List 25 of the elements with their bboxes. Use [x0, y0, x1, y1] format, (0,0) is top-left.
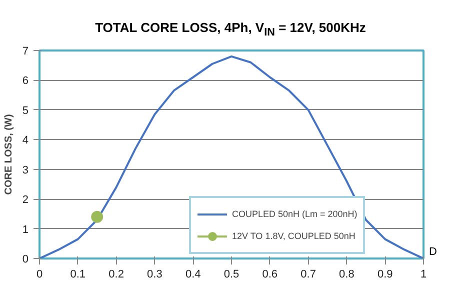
y-tick-label: 2 — [22, 194, 29, 206]
x-tick-label: 1 — [420, 268, 427, 280]
x-tick-label: 0 — [36, 268, 43, 280]
x-tick-label: 0.6 — [262, 268, 278, 280]
legend-label: 12V TO 1.8V, COUPLED 50nH — [232, 230, 356, 242]
x-tick-label: 0.4 — [185, 268, 201, 280]
chart-title: TOTAL CORE LOSS, 4Ph, V$_{IN}$ = 12V, 500KHz — [95, 19, 366, 41]
x-tick-label: 0.5 — [224, 268, 240, 280]
y-tick-label: 4 — [22, 134, 29, 147]
y-tick-label: 0 — [22, 254, 29, 266]
y-tick-label: 1 — [22, 224, 29, 236]
x-tick-label: 0.7 — [300, 268, 316, 280]
x-tick-label: 0.3 — [147, 268, 162, 280]
y-tick-label: 3 — [22, 164, 29, 176]
y-axis-title: CORE LOSS, (W) — [3, 114, 14, 195]
x-tick-label: 0.8 — [339, 268, 354, 280]
y-tick-label: 6 — [22, 75, 29, 88]
y-tick-label: 5 — [22, 104, 29, 117]
x-tick-label: 0.1 — [70, 268, 86, 280]
line-series — [40, 55, 424, 258]
x-tick-label: 0.9 — [377, 268, 393, 280]
y-tick-label: 7 — [22, 46, 29, 58]
x-axis-title: D — [429, 245, 437, 260]
x-tick-label: 0.2 — [108, 268, 124, 280]
legend-label: COUPLED 50nH (Lm = 200nH) — [232, 208, 358, 220]
